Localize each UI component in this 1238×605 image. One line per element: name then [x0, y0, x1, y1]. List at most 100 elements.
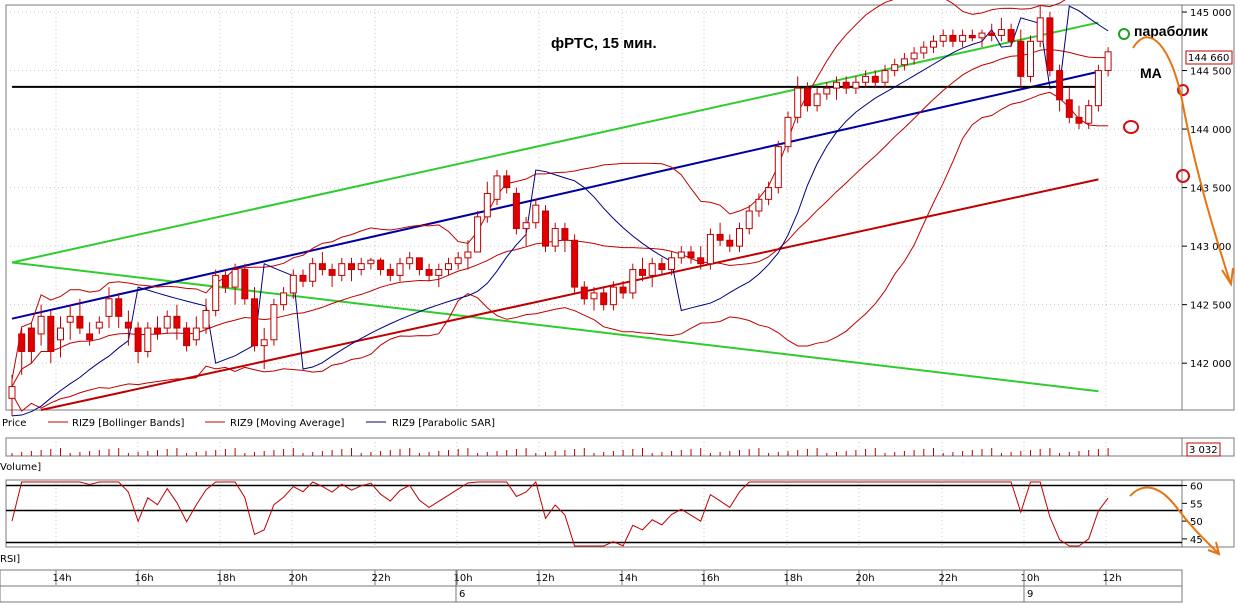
candle-body [124, 321, 132, 329]
rsi-tick-label: 55 [1190, 499, 1203, 510]
candle-body [891, 64, 899, 72]
candle-body [600, 292, 608, 306]
candle-body [493, 175, 501, 200]
candle-body [474, 216, 482, 253]
candle-body [765, 187, 773, 200]
time-tick-label: 10h [453, 573, 472, 584]
rsi-tick-label: 50 [1190, 517, 1203, 528]
time-tick-label: 18h [216, 573, 235, 584]
candle-body [551, 228, 559, 247]
annotation-ma: МА [1140, 65, 1162, 81]
time-tick-label: 22h [938, 573, 957, 584]
price-tick-label: 142 500 [1190, 301, 1231, 312]
last-price-box [1185, 50, 1233, 65]
candle-body [163, 315, 171, 329]
candle-body [561, 228, 569, 241]
rsi-axis-ticks: 60 55 50 45 [1182, 482, 1203, 546]
trendline-green-upper [11, 21, 1099, 264]
candle-body [677, 251, 685, 259]
candle-body [425, 269, 433, 276]
candle-body [1007, 29, 1015, 42]
volume-label: Volume] [0, 462, 41, 473]
candle-body [580, 286, 588, 300]
candle-body [968, 34, 976, 39]
candle-body [648, 263, 656, 276]
candle-body [833, 81, 840, 89]
candle-body [95, 321, 103, 329]
price-tick-label: 145 000 [1190, 8, 1231, 19]
price-tick-label: 143 500 [1190, 184, 1231, 195]
candle-body [27, 327, 35, 352]
time-tick-label: 10h [1020, 573, 1039, 584]
candle-body [706, 233, 714, 265]
candles [8, 6, 1112, 416]
price-panel-frame [5, 4, 1183, 411]
candle-body [134, 327, 142, 352]
parabolic-sar-line [11, 5, 1109, 417]
candle-body [377, 259, 385, 271]
candle-body [8, 386, 16, 399]
candle-body [1056, 70, 1064, 101]
price-tick-label: 144 500 [1190, 67, 1231, 78]
candle-body [299, 274, 307, 282]
last-price-label: 144 660 [1188, 53, 1229, 64]
bollinger-bands [11, 0, 1109, 412]
time-tick-label: 12h [535, 573, 554, 584]
candle-body [542, 210, 549, 247]
candle-body [318, 263, 326, 271]
annotation-arrow-rsi [1129, 486, 1219, 554]
candle-body [76, 315, 84, 329]
candle-body [86, 333, 94, 341]
candle-body [192, 327, 200, 341]
candle-body [784, 116, 792, 148]
bollinger-upper [11, 0, 1066, 380]
time-tick-label: 16h [134, 573, 153, 584]
candle-body [309, 263, 317, 282]
candle-body [154, 327, 161, 335]
candle-body [774, 146, 782, 189]
bollinger-lower [11, 91, 1109, 412]
parabolic-sar [11, 5, 1109, 417]
legend: Price RIZ9 [Bollinger Bands] RIZ9 [Movin… [2, 418, 495, 429]
candle-body [813, 93, 821, 107]
candle-body [668, 257, 676, 271]
candle-body [978, 32, 986, 39]
candle-body [590, 292, 598, 300]
candle-body [1085, 105, 1093, 124]
candle-body [1017, 40, 1025, 77]
annotation-circle-red-1 [1123, 120, 1139, 134]
candle-body [328, 269, 336, 276]
candle-body [512, 192, 520, 230]
day-label: 9 [1027, 589, 1033, 600]
candle-body [406, 257, 414, 265]
candle-body [745, 210, 753, 230]
volume-value-label: 3 032 [1189, 445, 1218, 456]
price-tick-label: 142 000 [1190, 359, 1231, 370]
day-label: 6 [459, 589, 465, 600]
candle-body [823, 87, 831, 95]
volume-value-box [1186, 442, 1221, 457]
candle-body [241, 269, 249, 300]
legend-item-sar: RIZ9 [Parabolic SAR] [392, 418, 495, 429]
candle-body [212, 274, 220, 312]
annotation-circle-red-3 [1176, 169, 1190, 183]
candle-body [503, 175, 511, 189]
candle-body [949, 34, 957, 42]
rsi-label: RSI] [0, 554, 20, 565]
candle-body [251, 298, 258, 347]
candle-body [367, 259, 375, 265]
time-tick-label: 22h [371, 573, 390, 584]
candle-body [1094, 70, 1102, 107]
legend-item-ma: RIZ9 [Moving Average] [230, 418, 345, 429]
candle-body [57, 327, 64, 341]
candle-body [435, 269, 443, 276]
annotation-arrow-price [1132, 36, 1231, 283]
candle-body [619, 286, 627, 294]
legend-item-bollinger: RIZ9 [Bollinger Bands] [72, 418, 185, 429]
candle-body [1027, 40, 1034, 77]
candle-body [445, 263, 452, 271]
candle-body [202, 310, 210, 329]
candle-body [66, 315, 74, 323]
candle-body [183, 327, 191, 347]
time-tick-label: 14h [618, 573, 637, 584]
